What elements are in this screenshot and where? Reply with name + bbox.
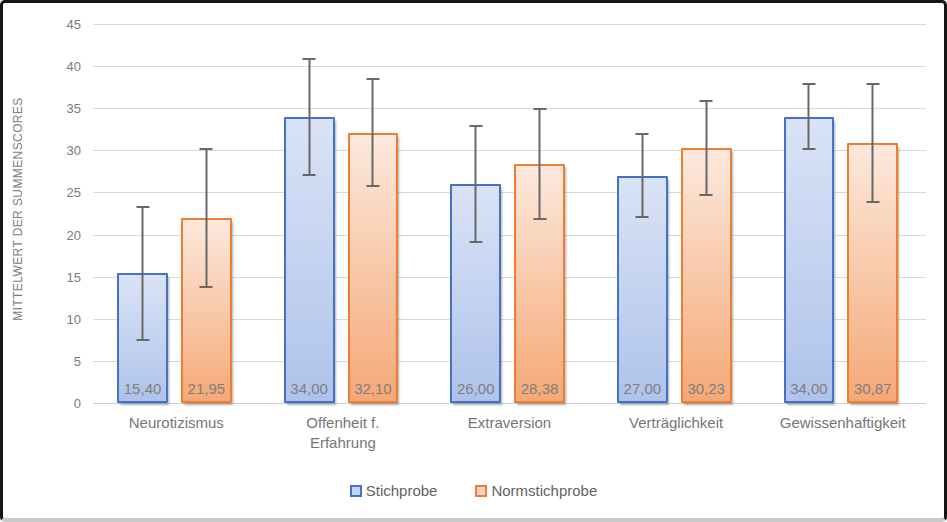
y-tick-label-30: 30 [3,143,81,158]
error-bar-stem [475,125,477,243]
error-bar-stichprobe-offenheit-f-erfahrung [303,58,316,176]
error-bar-stichprobe-gewissenhaftigkeit [802,83,815,150]
data-label-stichprobe-offenheit-f-erfahrung: 34,00 [290,380,328,397]
y-tick-label-10: 10 [3,311,81,326]
bar-group-extraversion: 26,00 28,38 [426,24,593,403]
error-bar-cap-top [636,133,649,135]
y-tick-label-20: 20 [3,227,81,242]
error-bar-cap-bottom [200,286,213,288]
legend-label-stichprobe: Stichprobe [366,482,438,499]
bar-group-offenheit-f-erfahrung: 34,00 32,10 [260,24,427,403]
bar-group-gewissenhaftigkeit: 34,00 30,87 [759,24,926,403]
error-bar-cap-top [200,148,213,150]
data-label-normstichprobe-gewissenhaftigkeit: 30,87 [854,380,892,397]
legend-label-normstichprobe: Normstichprobe [491,482,597,499]
legend-swatch-normstichprobe [475,485,487,497]
error-bar-stem [808,83,810,150]
error-bar-cap-bottom [469,241,482,243]
y-tick-label-0: 0 [3,396,81,411]
error-bar-cap-top [533,108,546,110]
data-label-stichprobe-extraversion: 26,00 [457,380,495,397]
error-bar-cap-bottom [533,218,546,220]
data-label-normstichprobe-vertraglichkeit: 30,23 [687,380,725,397]
error-bar-normstichprobe-offenheit-f-erfahrung [366,78,379,187]
y-tick-label-15: 15 [3,269,81,284]
y-axis-tick-labels: 051015202530354045 [3,24,81,403]
data-label-stichprobe-neurotizismus: 15,40 [124,380,162,397]
data-label-stichprobe-vertraglichkeit: 27,00 [624,380,662,397]
error-bar-normstichprobe-extraversion [533,108,546,219]
gridline-y-0 [93,403,926,404]
data-label-normstichprobe-neurotizismus: 21,95 [188,380,226,397]
error-bar-cap-bottom [802,148,815,150]
error-bar-stem [641,133,643,217]
x-category-label-extraversion: Extraversion [426,413,593,453]
bar-stichprobe-gewissenhaftigkeit[interactable] [784,117,835,403]
error-bar-normstichprobe-vertraglichkeit [700,100,713,196]
y-tick-label-45: 45 [3,17,81,32]
data-label-normstichprobe-offenheit-f-erfahrung: 32,10 [354,380,392,397]
data-label-stichprobe-gewissenhaftigkeit: 34,00 [790,380,828,397]
plot-area: 15,40 21,95 34,00 32,10 26,00 28,38 27,00 30,23… [93,24,926,403]
y-tick-label-35: 35 [3,101,81,116]
x-axis-category-labels: NeurotizismusOffenheit f. ErfahrungExtra… [93,413,926,453]
error-bar-normstichprobe-neurotizismus [200,148,213,288]
error-bar-cap-bottom [366,185,379,187]
x-category-label-vertraglichkeit: Verträglichkeit [593,413,760,453]
legend-item-stichprobe[interactable]: Stichprobe [350,482,438,499]
data-label-normstichprobe-extraversion: 28,38 [521,380,559,397]
error-bar-cap-bottom [303,174,316,176]
chart-frame: MITTELWERT DER SUMMENSCORES 051015202530… [0,0,947,522]
error-bar-cap-top [700,100,713,102]
error-bar-cap-top [303,58,316,60]
error-bar-stem [205,148,207,288]
legend-swatch-stichprobe [350,485,362,497]
error-bar-stem [539,108,541,219]
bar-group-neurotizismus: 15,40 21,95 [93,24,260,403]
error-bar-stem [308,58,310,176]
error-bar-stichprobe-vertraglichkeit [636,133,649,217]
x-category-label-neurotizismus: Neurotizismus [93,413,260,453]
bar-group-vertraglichkeit: 27,00 30,23 [593,24,760,403]
error-bar-cap-bottom [636,216,649,218]
error-bar-stem [142,206,144,341]
error-bar-stichprobe-extraversion [469,125,482,243]
legend-item-normstichprobe[interactable]: Normstichprobe [475,482,597,499]
error-bar-stem [705,100,707,196]
y-tick-label-5: 5 [3,353,81,368]
y-tick-label-25: 25 [3,185,81,200]
error-bar-stichprobe-neurotizismus [136,206,149,341]
error-bar-cap-top [802,83,815,85]
error-bar-cap-top [866,83,879,85]
error-bar-stem [372,78,374,187]
error-bar-cap-top [469,125,482,127]
error-bar-cap-bottom [136,339,149,341]
error-bar-cap-bottom [700,194,713,196]
x-category-label-gewissenhaftigkeit: Gewissenhaftigkeit [759,413,926,453]
error-bar-cap-top [136,206,149,208]
error-bar-stem [872,83,874,203]
error-bar-cap-top [366,78,379,80]
legend: Stichprobe Normstichprobe [3,482,944,499]
x-category-label-offenheit-f-erfahrung: Offenheit f. Erfahrung [260,413,427,453]
y-tick-label-40: 40 [3,59,81,74]
error-bar-cap-bottom [866,201,879,203]
error-bar-normstichprobe-gewissenhaftigkeit [866,83,879,203]
